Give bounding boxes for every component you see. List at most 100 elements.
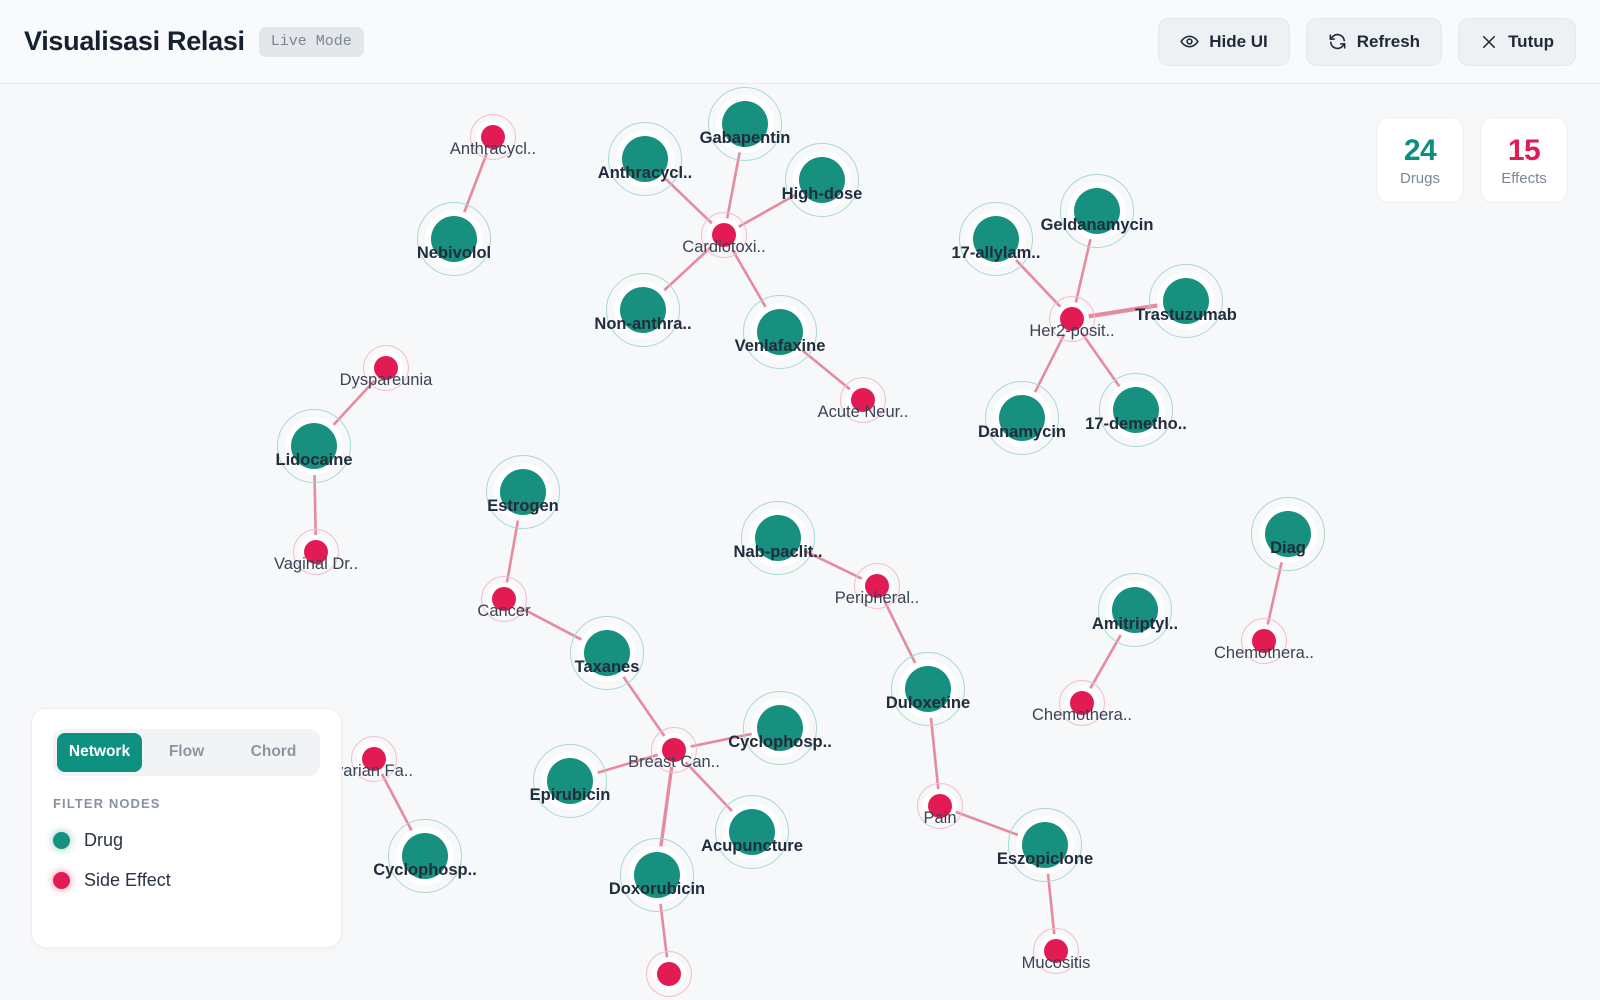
node-ring: [917, 783, 963, 829]
hide-ui-button[interactable]: Hide UI: [1158, 17, 1290, 66]
node-dot: [999, 395, 1045, 441]
graph-node-doxorubicin[interactable]: Doxorubicin: [609, 838, 705, 912]
graph-node-eszopiclone[interactable]: Eszopiclone: [997, 808, 1093, 882]
node-ring: [840, 377, 886, 423]
node-ring: [891, 652, 965, 726]
graph-node-cardiotoxi[interactable]: Cardiotoxi..: [682, 212, 766, 258]
node-dot: [634, 852, 680, 898]
graph-node-bottom_effect[interactable]: [646, 951, 692, 997]
graph-node-vaginaldr[interactable]: Vaginal Dr..: [274, 529, 358, 575]
graph-node-nonanthra[interactable]: Non-anthra..: [594, 273, 692, 347]
graph-node-acupuncture[interactable]: Acupuncture: [701, 795, 803, 869]
node-dot: [755, 515, 801, 561]
stat-card-drugs: 24 Drugs: [1376, 117, 1464, 203]
node-dot: [481, 125, 505, 149]
view-mode-tabs: Network Flow Chord: [53, 729, 320, 776]
graph-node-chemothera_1[interactable]: Chemothera..: [1214, 618, 1314, 664]
refresh-icon: [1328, 32, 1347, 51]
graph-node-taxanes[interactable]: Taxanes: [570, 616, 644, 690]
node-dot: [1265, 511, 1311, 557]
node-ring: [620, 838, 694, 912]
page-title: Visualisasi Relasi: [24, 26, 245, 56]
hide-ui-label: Hide UI: [1209, 31, 1268, 51]
graph-node-demetho[interactable]: 17-demetho..: [1085, 373, 1187, 447]
filter-nodes-heading: FILTER NODES: [53, 796, 161, 811]
node-ring: [1098, 573, 1172, 647]
node-dot: [1022, 822, 1068, 868]
close-button[interactable]: Tutup: [1458, 17, 1576, 66]
node-dot: [1044, 939, 1068, 963]
graph-node-pain[interactable]: Pain: [917, 783, 963, 829]
legend-item-drug[interactable]: Drug: [53, 830, 320, 851]
graph-node-ovarianfa[interactable]: varian Fa..: [335, 736, 413, 782]
node-ring: [1059, 680, 1105, 726]
node-ring: [277, 409, 351, 483]
node-dot: [757, 309, 803, 355]
tab-chord[interactable]: Chord: [231, 733, 316, 772]
graph-node-anthracycl_d[interactable]: Anthracycl..: [598, 122, 692, 196]
node-ring: [959, 202, 1033, 276]
node-ring: [1060, 174, 1134, 248]
node-dot: [402, 833, 448, 879]
tab-flow[interactable]: Flow: [144, 733, 229, 772]
graph-node-nebivolol[interactable]: Nebivolol: [417, 202, 491, 276]
graph-node-acuteneur[interactable]: Acute Neur..: [818, 377, 908, 423]
effects-count: 15: [1507, 133, 1541, 167]
graph-node-allylam[interactable]: 17-allylam..: [952, 202, 1040, 276]
tab-network[interactable]: Network: [57, 733, 142, 772]
node-dot: [973, 216, 1019, 262]
graph-node-cyclophosp_1[interactable]: Cyclophosp..: [373, 819, 477, 893]
drugs-count: 24: [1403, 133, 1437, 167]
node-dot: [1163, 278, 1209, 324]
node-ring: [606, 273, 680, 347]
graph-node-highdose[interactable]: High-dose: [782, 143, 862, 217]
node-ring: [608, 122, 682, 196]
graph-node-trastuzumab[interactable]: Trastuzumab: [1135, 264, 1237, 338]
graph-node-breastcan[interactable]: Breast Can..: [628, 727, 720, 773]
node-dot: [1113, 387, 1159, 433]
node-ring: [293, 529, 339, 575]
node-dot: [431, 216, 477, 262]
graph-node-amitriptyl[interactable]: Amitriptyl..: [1092, 573, 1178, 647]
node-dot: [1074, 188, 1120, 234]
header-actions: Hide UI Refresh: [1158, 17, 1576, 66]
graph-node-anthracycl_se[interactable]: Anthracycl..: [450, 114, 536, 160]
node-dot: [291, 423, 337, 469]
graph-node-peripheral[interactable]: Peripheral..: [835, 563, 919, 609]
graph-node-duloxetine[interactable]: Duloxetine: [886, 652, 970, 726]
node-dot: [1060, 307, 1084, 331]
graph-node-diag[interactable]: Diag: [1251, 497, 1325, 571]
graph-node-gabapentin[interactable]: Gabapentin: [700, 87, 790, 161]
node-dot: [547, 758, 593, 804]
graph-node-lidocaine[interactable]: Lidocaine: [275, 409, 353, 483]
graph-node-chemothera_2[interactable]: Chemothera..: [1032, 680, 1132, 726]
graph-node-geldanamycin[interactable]: Geldanamycin: [1041, 174, 1153, 248]
graph-node-dyspareunia[interactable]: Dyspareunia: [340, 345, 432, 391]
side-effect-color-swatch: [53, 872, 70, 889]
refresh-button[interactable]: Refresh: [1305, 17, 1443, 66]
stat-cards: 24 Drugs 15 Effects: [1376, 117, 1568, 203]
node-ring: [1251, 497, 1325, 571]
graph-node-nabpaclit[interactable]: Nab-paclit..: [734, 501, 822, 575]
node-ring: [570, 616, 644, 690]
effects-label: Effects: [1501, 169, 1547, 187]
node-ring: [743, 691, 817, 765]
node-ring: [1033, 928, 1079, 974]
drugs-label: Drugs: [1399, 169, 1440, 187]
legend-item-side-effect[interactable]: Side Effect: [53, 870, 320, 891]
graph-node-her2[interactable]: Her2-posit..: [1029, 296, 1115, 342]
graph-node-estrogen[interactable]: Estrogen: [486, 455, 560, 529]
node-dot: [620, 287, 666, 333]
legend-label-side-effect: Side Effect: [84, 870, 171, 890]
graph-node-epirubicin[interactable]: Epirubicin: [530, 744, 610, 818]
graph-node-cancer[interactable]: Cancer: [477, 576, 531, 622]
graph-node-cyclophosp_2[interactable]: Cyclophosp..: [728, 691, 832, 765]
graph-node-danamycin[interactable]: Danamycin: [978, 381, 1066, 455]
graph-node-mucositis[interactable]: Mucositis: [1022, 928, 1090, 974]
node-ring: [1149, 264, 1223, 338]
node-dot: [492, 587, 516, 611]
node-ring: [708, 87, 782, 161]
node-dot: [1252, 629, 1276, 653]
graph-node-venlafaxine[interactable]: Venlafaxine: [735, 295, 825, 369]
